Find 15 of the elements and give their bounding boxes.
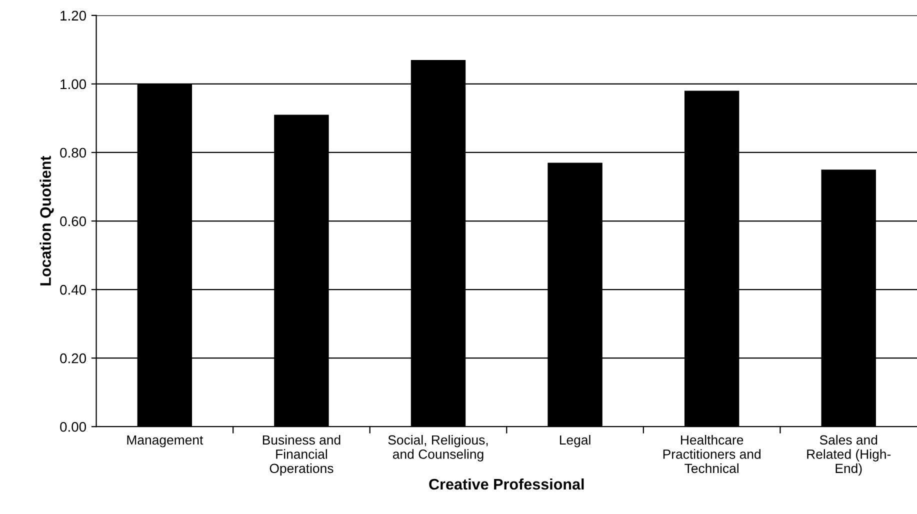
y-tick-label: 0.80 <box>60 148 86 158</box>
x-tick-label: Business and Financial Operations <box>262 434 340 476</box>
y-tick-label: 0.40 <box>60 284 86 295</box>
y-tick-label: 1.20 <box>60 10 86 21</box>
y-tick-label: 0.00 <box>60 422 86 432</box>
y-tick-label: 0.60 <box>60 216 86 226</box>
y-tick-label: 1.00 <box>60 79 86 90</box>
y-axis-title: Location Quotient <box>40 156 54 286</box>
x-axis-title: Creative Professional <box>429 478 584 490</box>
x-tick-label: Healthcare Practitioners and Technical <box>663 434 760 474</box>
x-tick-label: Legal <box>560 434 590 448</box>
x-tick-label: Management <box>127 435 204 448</box>
x-tick-label: Social, Religious, and Counseling <box>388 434 488 462</box>
y-tick-label: 0.20 <box>60 353 86 364</box>
x-tick-label: Sales and Related (High- End) <box>807 434 891 476</box>
